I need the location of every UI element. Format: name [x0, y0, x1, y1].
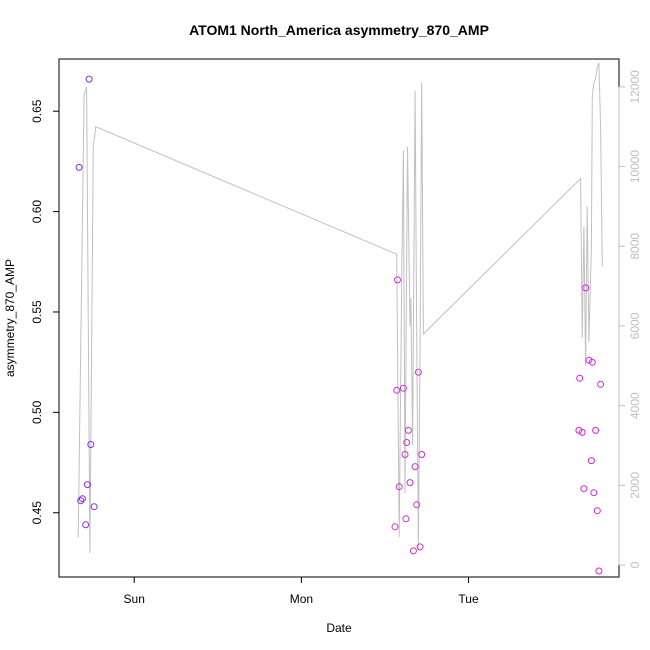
y-right-tick-label: 4000: [628, 392, 642, 419]
data-point: [90, 503, 98, 511]
data-point: [587, 457, 595, 465]
x-tick-label: Tue: [458, 592, 479, 606]
x-tick-label: Mon: [290, 592, 313, 606]
data-point: [75, 163, 83, 171]
data-point: [393, 386, 401, 394]
data-point: [418, 451, 426, 458]
data-point: [402, 515, 410, 523]
y-left-tick-label: 0.55: [30, 300, 44, 324]
data-point: [585, 356, 593, 364]
data-point: [576, 374, 584, 382]
data-point: [404, 426, 412, 434]
data-point: [588, 358, 596, 366]
chart-title: ATOM1 North_America asymmetry_870_AMP: [189, 22, 489, 38]
data-point: [593, 507, 601, 515]
data-point: [597, 380, 605, 388]
y-right-tick-label: 2000: [628, 472, 642, 499]
data-point: [83, 481, 91, 489]
data-point: [590, 489, 598, 497]
series-line: [77, 62, 603, 554]
line-layer: [77, 62, 603, 554]
y-left-tick-label: 0.60: [30, 200, 44, 224]
points-layer: [75, 75, 605, 575]
y-left-tick-label: 0.45: [30, 501, 44, 525]
data-point: [592, 426, 600, 434]
data-point: [416, 543, 424, 551]
y-right-tick-label: 8000: [628, 233, 642, 260]
y-axis-label: asymmetry_870_AMP: [3, 259, 17, 377]
data-point: [595, 567, 603, 575]
data-point: [395, 483, 403, 491]
axes: Sun Mon Tue 0.45 0.50 0.55 0.60 0.65 0 2000 4000 60…: [30, 70, 642, 606]
data-point: [413, 501, 421, 509]
data-point: [78, 495, 86, 503]
data-point: [411, 463, 419, 471]
data-point: [82, 521, 90, 529]
y-right-tick-label: 6000: [628, 312, 642, 339]
data-point: [580, 485, 588, 493]
data-point: [394, 276, 401, 284]
data-point: [414, 368, 422, 376]
y-right-tick-label: 10000: [628, 150, 642, 184]
data-point: [406, 479, 414, 487]
data-point: [582, 284, 590, 292]
x-tick-label: Sun: [124, 592, 145, 606]
data-point: [77, 497, 85, 505]
plot-frame: [58, 58, 620, 578]
data-point: [403, 439, 411, 446]
data-point: [391, 523, 399, 531]
y-right-tick-label: 0: [628, 561, 642, 568]
y-left-tick-label: 0.50: [30, 400, 44, 424]
data-point: [85, 75, 93, 83]
data-point: [87, 441, 95, 448]
data-point: [399, 384, 407, 392]
y-left-tick-label: 0.65: [30, 99, 44, 123]
data-point: [401, 451, 409, 458]
data-point: [409, 547, 417, 555]
x-axis-label: Date: [326, 621, 352, 635]
data-point: [578, 428, 586, 436]
y-right-tick-label: 12000: [628, 70, 642, 104]
